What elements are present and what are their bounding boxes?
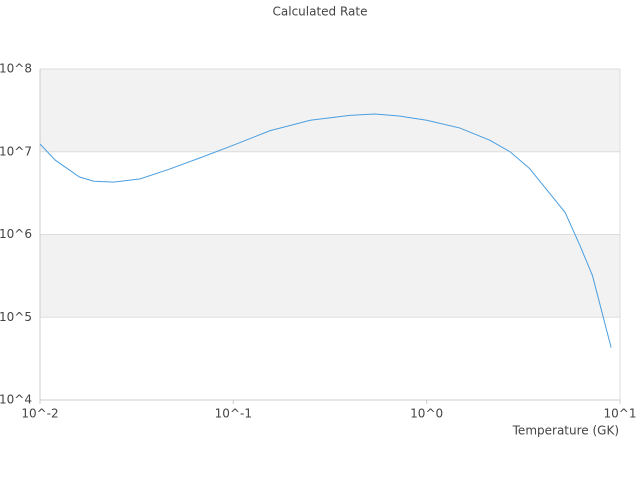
y-tick-label: 10^8 <box>0 62 32 76</box>
x-tick-label: 10^-2 <box>21 407 58 421</box>
y-tick-label: 10^6 <box>0 227 32 241</box>
data-line <box>39 113 612 348</box>
x-axis-label: Temperature (GK) <box>512 424 619 438</box>
y-tick-label: 10^4 <box>0 393 32 407</box>
x-tick-label: 10^0 <box>410 407 443 421</box>
grid-band <box>40 234 620 318</box>
y-tick-label: 10^7 <box>0 144 32 158</box>
y-tick-label: 10^5 <box>0 310 32 324</box>
chart-title: Calculated Rate <box>273 5 368 19</box>
x-tick-label: 10^1 <box>604 407 637 421</box>
x-tick-label: 10^-1 <box>215 407 252 421</box>
grid-band <box>40 69 620 152</box>
